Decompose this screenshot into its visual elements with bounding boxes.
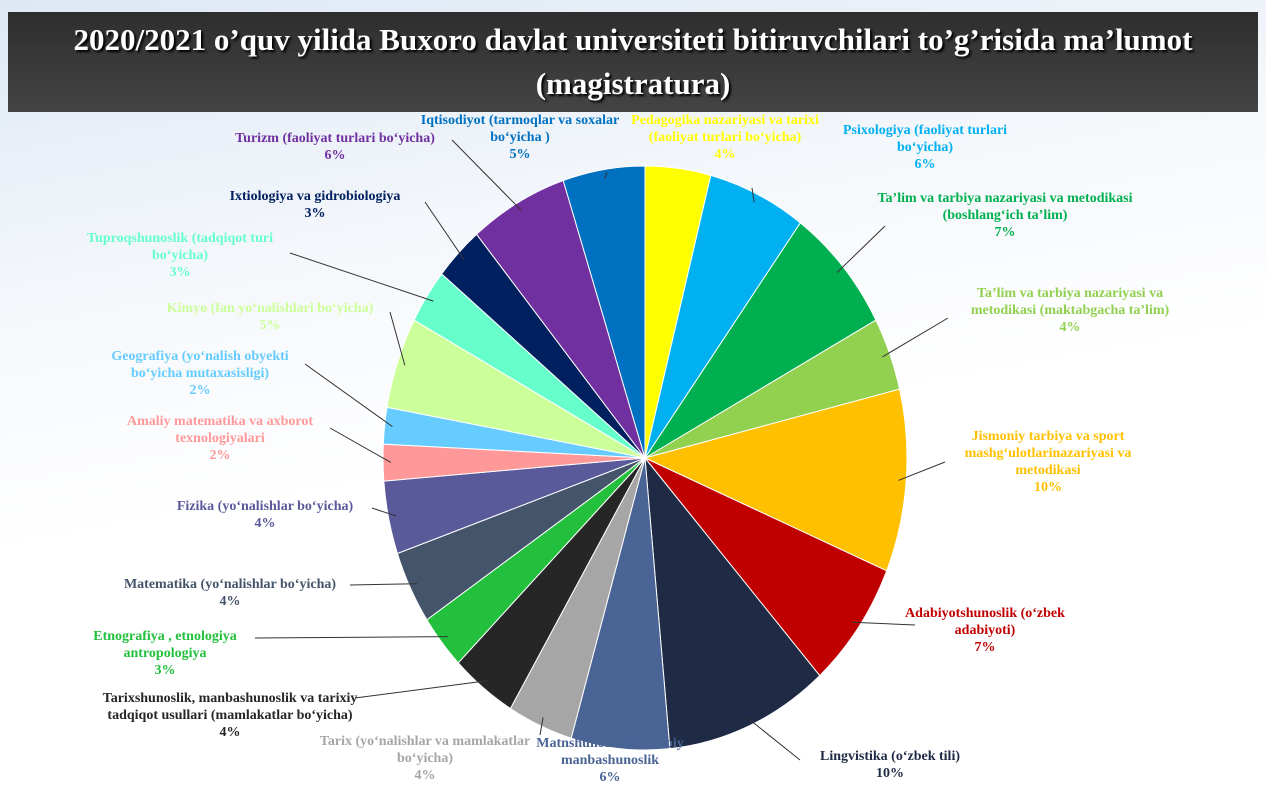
leader-line — [451, 139, 522, 211]
data-label: Matnshunoslikva adabiy manbashunoslik 6% — [530, 735, 690, 785]
category-label: Ta’lim va tarbiya nazariyasi va metodika… — [877, 191, 1133, 223]
value-label: 3% — [304, 206, 326, 221]
value-label: 3% — [169, 265, 191, 280]
data-label: Jismoniy tarbiya va sport mashg‘ulotlari… — [948, 428, 1148, 496]
category-label: Fizika (yo‘nalishlar bo‘yicha) — [176, 499, 354, 514]
value-label: 7% — [974, 640, 996, 655]
data-label: Ta’lim va tarbiya nazariyasi va metodika… — [950, 285, 1190, 336]
category-label: Amaliy matematika va axborot texnologiya… — [127, 414, 313, 446]
category-label: Etnografiya , etnologiya antropologiya — [93, 629, 237, 661]
pie-slice — [643, 388, 908, 572]
category-label: Matnshunoslikva adabiy manbashunoslik — [536, 736, 684, 768]
value-label: 7% — [994, 225, 1016, 240]
pie-slice — [644, 456, 821, 750]
data-label: Lingvistika (o‘zbek tili) 10% — [790, 748, 990, 782]
data-label: Ixtiologiya va gidrobiologiya 3% — [185, 188, 445, 222]
value-label: 4% — [254, 516, 276, 531]
category-label: Kimyo (fan yo‘nalishlari bo‘yicha) — [166, 301, 374, 316]
category-label: Adabiyotshunoslik (o‘zbek adabiyoti) — [905, 606, 1065, 638]
category-label: Psixologiya (faoliyat turlari bo‘yicha) — [842, 123, 1008, 155]
value-label: 2% — [189, 383, 211, 398]
data-label: Turizm (faoliyat turlari bo‘yicha) 6% — [205, 130, 465, 164]
category-label: Lingvistika (o‘zbek tili) — [819, 749, 960, 764]
value-label: 2% — [209, 448, 231, 463]
data-label: Geografiya (yo‘nalish obyekti bo‘yicha m… — [90, 348, 310, 399]
leader-line — [424, 201, 465, 260]
value-label: 3% — [154, 663, 176, 678]
leader-line — [851, 621, 916, 626]
category-label: Iqtisodiyot (tarmoqlar va soxalar bo‘yic… — [420, 113, 620, 145]
category-label: Pedagogika nazariyasi va tarixi (faoliya… — [631, 113, 819, 145]
leader-line — [604, 171, 608, 179]
title-band — [8, 12, 1258, 112]
leader-line — [746, 717, 801, 761]
leader-line — [539, 717, 544, 736]
chart-title: 2020/2021 o’quv yilida Buxoro davlat uni… — [73, 22, 1193, 101]
value-label: 4% — [414, 768, 436, 783]
leader-line — [836, 225, 886, 273]
value-label: 4% — [219, 725, 241, 740]
value-label: 4% — [219, 594, 241, 609]
value-label: 5% — [259, 318, 281, 333]
pie-slice — [562, 165, 646, 459]
value-label: 6% — [914, 157, 936, 172]
value-label: 4% — [714, 147, 736, 162]
leader-line — [882, 317, 949, 358]
data-label: Kimyo (fan yo‘nalishlari bo‘yicha) 5% — [140, 300, 400, 334]
category-label: Ta’lim va tarbiya nazariyasi va metodika… — [970, 286, 1170, 318]
value-label: 4% — [1059, 320, 1081, 335]
data-label: Psixologiya (faoliyat turlari bo‘yicha) 6… — [835, 122, 1015, 173]
data-label: Matematika (yo‘nalishlar bo‘yicha) 4% — [100, 576, 360, 610]
data-label: Fizika (yo‘nalishlar bo‘yicha) 4% — [145, 498, 385, 532]
leader-line — [329, 427, 392, 463]
category-label: Jismoniy tarbiya va sport mashg‘ulotlari… — [964, 429, 1132, 478]
leader-line — [254, 636, 448, 639]
leader-line — [389, 311, 406, 366]
data-label: Tarix (yo‘nalishlar va mamlakatlar bo‘yi… — [305, 733, 545, 784]
value-label: 10% — [876, 766, 904, 781]
data-label: Ta’lim va tarbiya nazariyasi va metodika… — [875, 190, 1135, 241]
value-label: 5% — [509, 147, 531, 162]
category-label: Tuproqshunoslik (tadqiqot turi bo‘yicha) — [87, 231, 273, 263]
leader-line — [354, 680, 488, 699]
leader-line — [751, 187, 755, 203]
leader-line — [304, 363, 393, 428]
data-label: Etnografiya , etnologiya antropologiya 3% — [65, 628, 265, 679]
leader-line — [898, 461, 946, 481]
category-label: Tarix (yo‘nalishlar va mamlakatlar bo‘yi… — [319, 734, 531, 766]
leader-line — [371, 507, 397, 517]
data-label: Iqtisodiyot (tarmoqlar va soxalar bo‘yic… — [405, 112, 635, 163]
category-label: Geografiya (yo‘nalish obyekti bo‘yicha m… — [111, 349, 289, 381]
data-label: Amaliy matematika va axborot texnologiya… — [110, 413, 330, 464]
category-label: Ixtiologiya va gidrobiologiya — [229, 189, 401, 204]
data-label: Tarixshunoslik, manbashunoslik va tarixi… — [100, 690, 360, 741]
leader-line — [289, 252, 434, 302]
category-label: Turizm (faoliyat turlari bo‘yicha) — [235, 131, 435, 146]
leader-line — [349, 583, 418, 586]
data-label: Pedagogika nazariyasi va tarixi (faoliya… — [625, 112, 825, 163]
pie-slice — [644, 457, 888, 677]
value-label: 10% — [1034, 480, 1062, 495]
category-label: Matematika (yo‘nalishlar bo‘yicha) — [123, 577, 337, 592]
value-label: 6% — [324, 148, 346, 163]
value-label: 6% — [599, 770, 621, 785]
data-label: Adabiyotshunoslik (o‘zbek adabiyoti) 7% — [905, 605, 1065, 656]
data-label: Tuproqshunoslik (tadqiqot turi bo‘yicha)… — [70, 230, 290, 281]
category-label: Tarixshunoslik, manbashunoslik va tarixi… — [102, 691, 358, 723]
